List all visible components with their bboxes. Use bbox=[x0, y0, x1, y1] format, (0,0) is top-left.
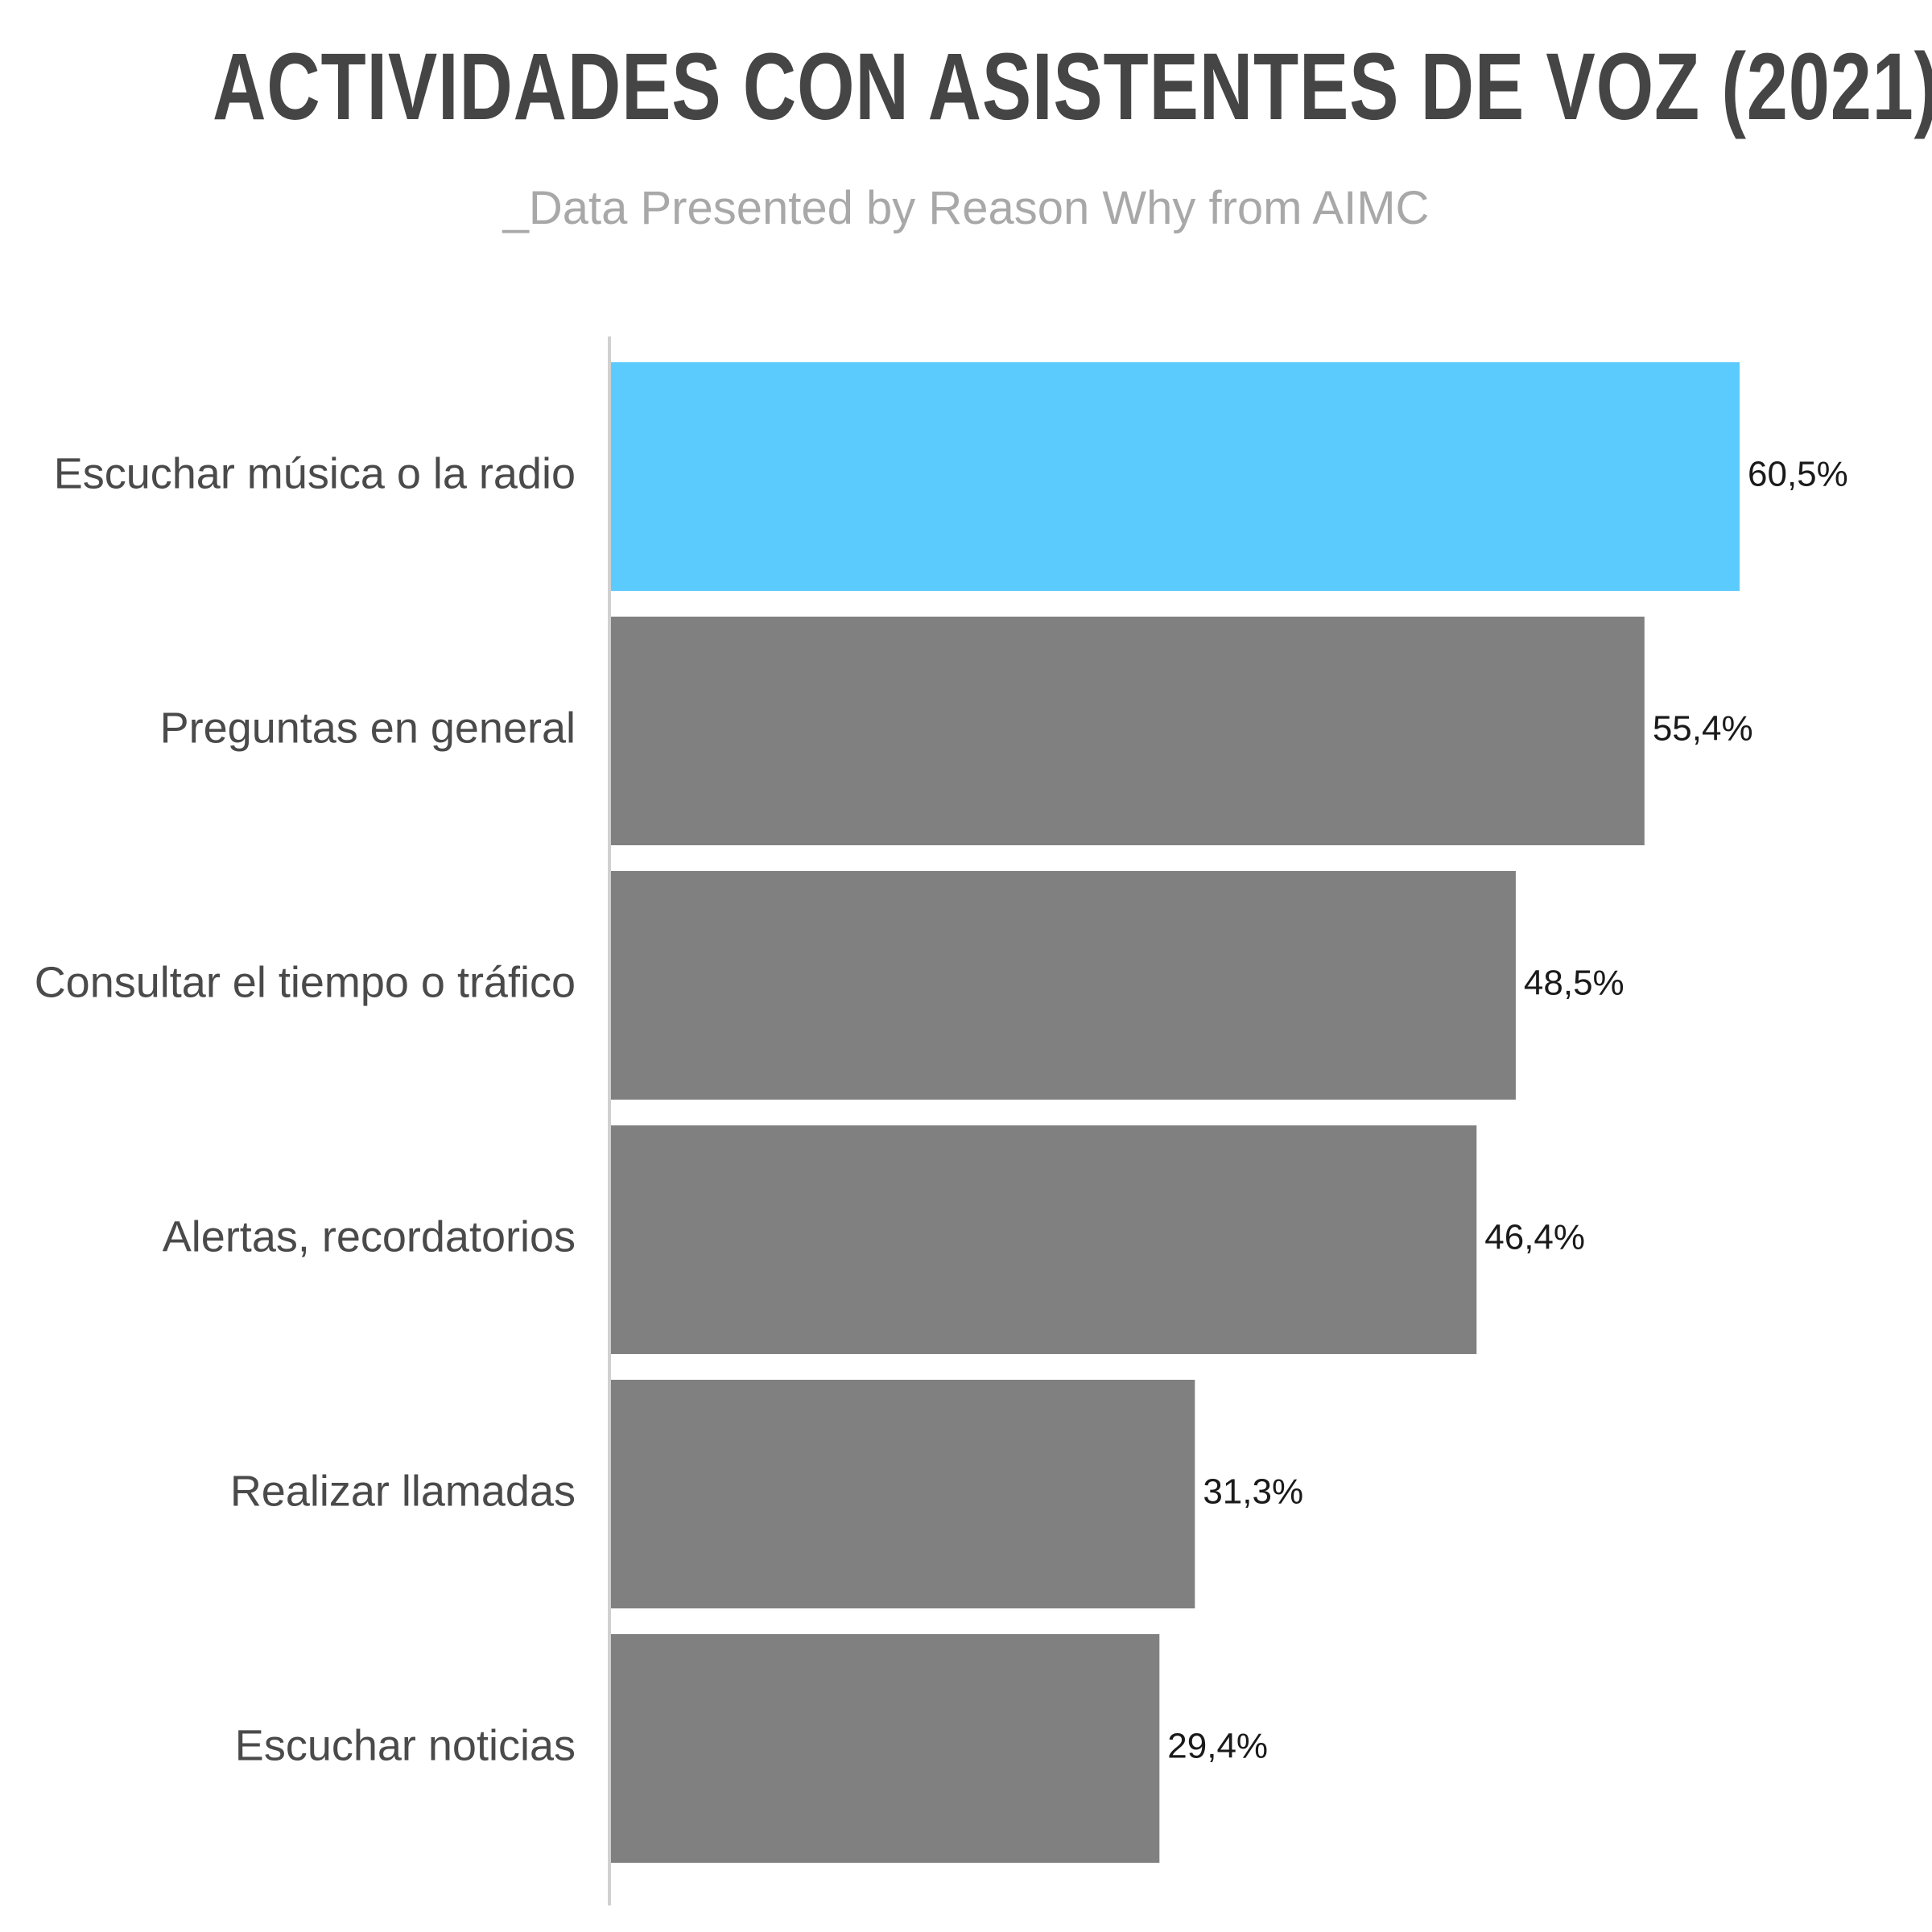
chart-subtitle: _Data Presented by Reason Why from AIMC bbox=[502, 182, 1430, 234]
bar-3 bbox=[611, 1125, 1477, 1354]
category-label-4: Realizar llamadas bbox=[230, 1467, 576, 1515]
category-label-2: Consultar el tiempo o tráfico bbox=[35, 958, 576, 1006]
bar-1 bbox=[611, 617, 1645, 845]
value-label-0: 60,5% bbox=[1748, 455, 1848, 494]
value-label-4: 31,3% bbox=[1203, 1472, 1303, 1512]
value-label-1: 55,4% bbox=[1653, 709, 1753, 749]
bar-5 bbox=[611, 1634, 1160, 1863]
bar-2 bbox=[611, 871, 1516, 1100]
value-label-3: 46,4% bbox=[1484, 1218, 1585, 1257]
value-label-5: 29,4% bbox=[1167, 1727, 1268, 1766]
category-label-0: Escuchar música o la radio bbox=[54, 449, 576, 497]
chart-title: ACTIVIDADES CON ASISTENTES DE VOZ (2021) bbox=[213, 34, 1932, 140]
category-label-1: Preguntas en general bbox=[160, 704, 576, 752]
value-label-2: 48,5% bbox=[1524, 964, 1624, 1003]
category-label-5: Escuchar noticias bbox=[235, 1721, 576, 1769]
category-label-3: Alertas, recordatorios bbox=[163, 1212, 576, 1261]
bar-0 bbox=[611, 362, 1740, 591]
bar-4 bbox=[611, 1380, 1195, 1608]
